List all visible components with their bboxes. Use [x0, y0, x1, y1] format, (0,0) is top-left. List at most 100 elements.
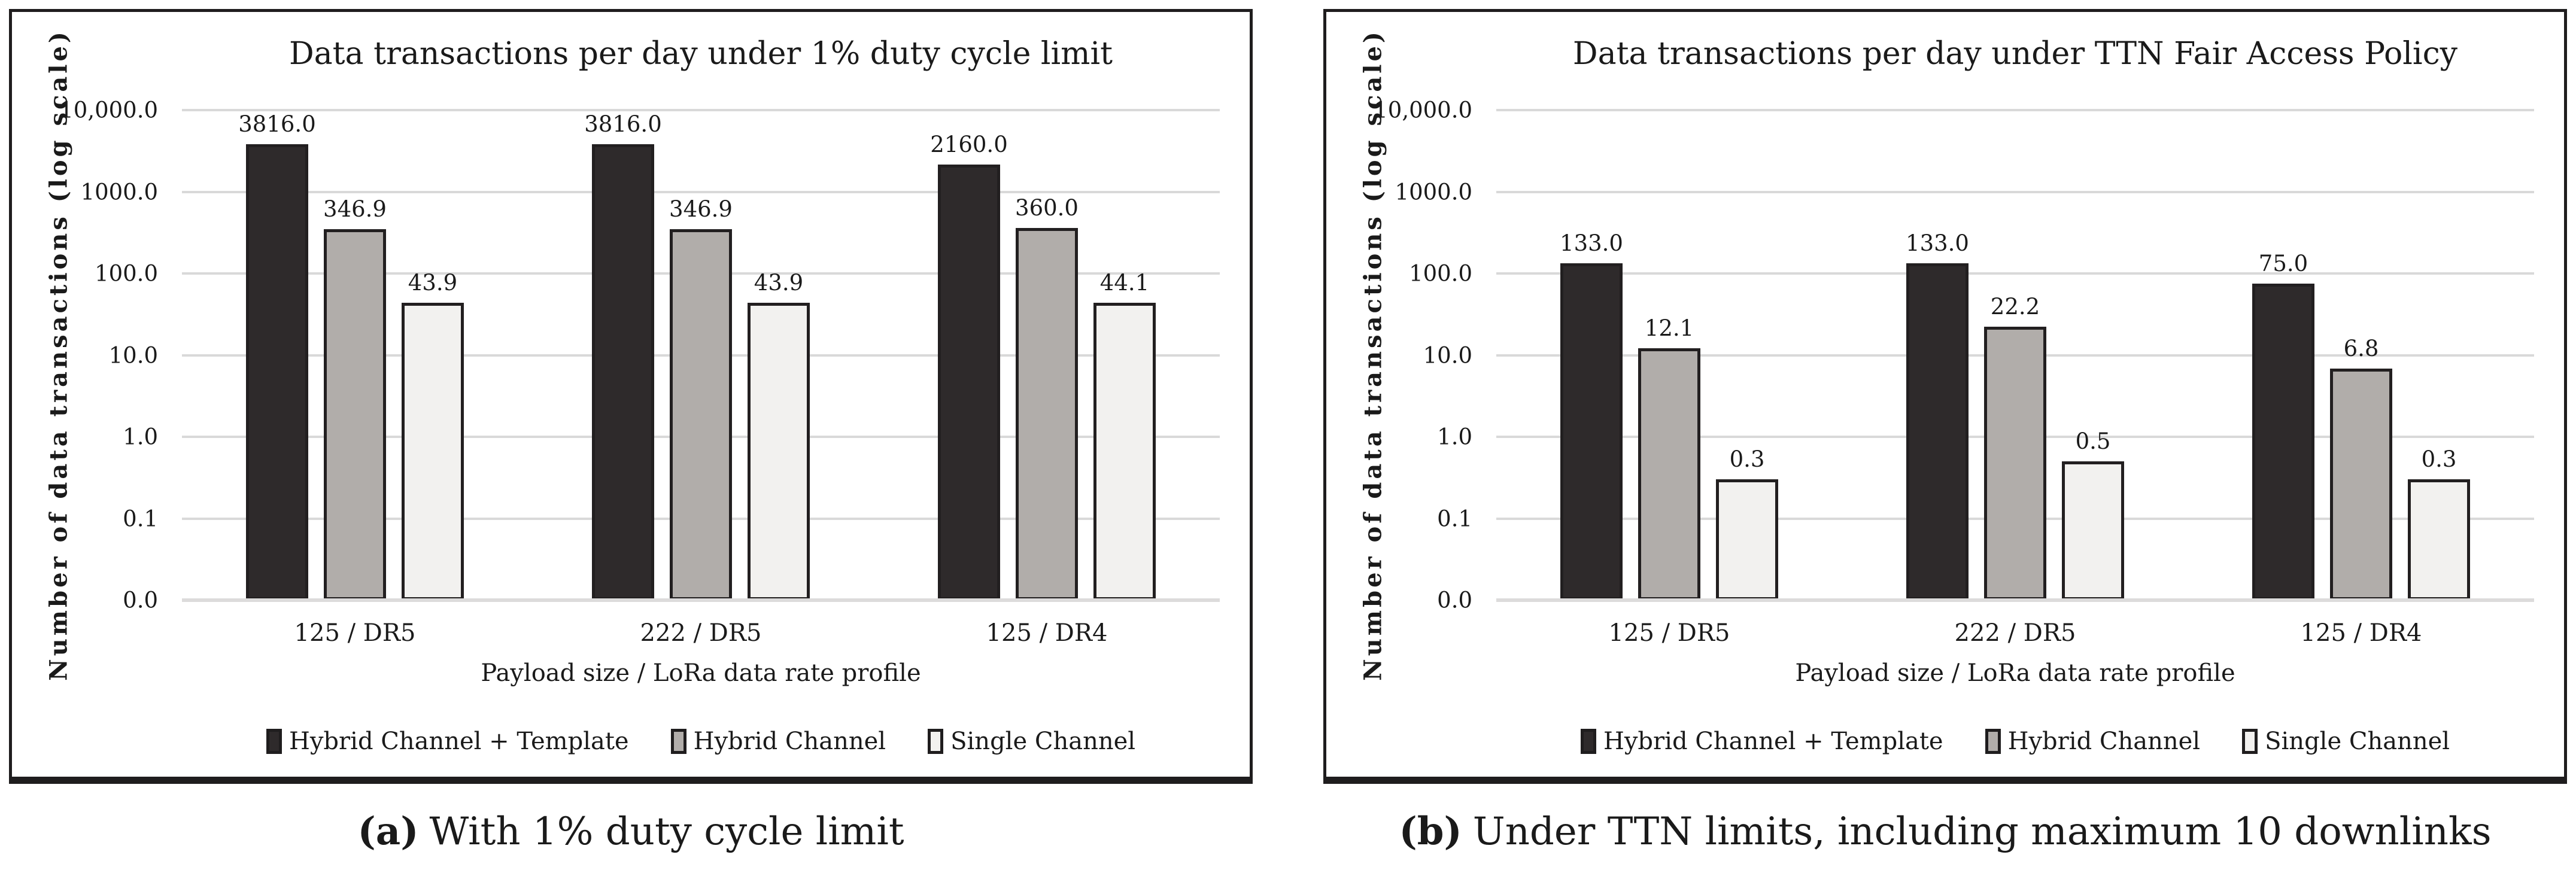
bar	[1984, 327, 2046, 600]
bar	[670, 229, 732, 600]
chart-title: Data transactions per day under 1% duty …	[288, 36, 1113, 72]
x-axis-title: Payload size / LoRa data rate profile	[481, 659, 921, 687]
caption-marker: (a)	[357, 809, 419, 854]
caption-b: (b) Under TTN limits, including maximum 1…	[1323, 809, 2567, 854]
y-tick-label: 100.0	[1409, 260, 1472, 287]
caption-marker: (b)	[1399, 809, 1462, 854]
gridline	[1496, 598, 2534, 602]
legend-label: Single Channel	[950, 728, 1136, 755]
legend-label: Hybrid Channel + Template	[1603, 728, 1943, 755]
bar-value-label: 43.9	[408, 270, 458, 296]
bar	[324, 229, 386, 600]
legend-item: Single Channel	[928, 728, 1135, 755]
legend-swatch	[266, 729, 282, 754]
legend-swatch	[928, 729, 944, 754]
legend-label: Hybrid Channel	[693, 728, 886, 755]
plot-area: 10,000.0 1000.0 100.0 10.0 1.0 0.1 0.0 133.0 12.…	[1374, 98, 2534, 647]
y-tick-label: 10.0	[108, 342, 158, 368]
y-tick-label: 10,000.0	[59, 97, 158, 123]
bar	[1093, 303, 1156, 600]
legend-swatch	[1580, 729, 1596, 754]
y-axis-title: Number of data transactions (log scale)	[1359, 29, 1387, 681]
legend-swatch	[2242, 729, 2258, 754]
bar-value-label: 12.1	[1644, 315, 1694, 341]
bar-value-label: 3816.0	[238, 111, 316, 137]
bar	[402, 303, 464, 600]
y-tick-label: 0.1	[123, 506, 158, 531]
bar	[1560, 263, 1623, 600]
bar	[1016, 228, 1078, 600]
bar-value-label: 0.3	[1729, 446, 1765, 472]
bar	[592, 144, 654, 600]
gridline	[182, 109, 1220, 111]
bar	[2252, 284, 2314, 600]
bar	[938, 165, 1000, 600]
caption-a: (a) With 1% duty cycle limit	[9, 809, 1253, 854]
bar-value-label: 3816.0	[584, 111, 662, 137]
gridline	[1496, 109, 2534, 111]
caption-text: Under TTN limits, including maximum 10 d…	[1472, 810, 2492, 854]
legend-label: Hybrid Channel + Template	[288, 728, 629, 755]
x-tick-label: 125 / DR4	[2300, 619, 2422, 647]
y-tick-label: 10,000.0	[1374, 97, 1472, 123]
bar	[748, 303, 810, 600]
bar	[246, 144, 308, 600]
y-tick-label: 0.1	[1437, 506, 1472, 531]
bar-value-label: 133.0	[1560, 230, 1623, 256]
chart-panel-a: Data transactions per day under 1% duty …	[9, 9, 1253, 784]
bar-value-label: 0.5	[2075, 428, 2111, 454]
legend-label: Hybrid Channel	[2007, 728, 2201, 755]
caption-text: With 1% duty cycle limit	[429, 810, 904, 854]
bar	[2330, 369, 2392, 600]
legend-item: Hybrid Channel	[670, 728, 886, 755]
bar-value-label: 2160.0	[930, 132, 1008, 157]
legend-item: Hybrid Channel + Template	[1580, 728, 1943, 755]
y-tick-label: 1.0	[123, 424, 158, 450]
y-tick-label: 100.0	[95, 260, 158, 287]
gridline	[1496, 272, 2534, 275]
bar-value-label: 6.8	[2343, 336, 2379, 361]
bar-value-label: 360.0	[1015, 195, 1079, 221]
bar	[1638, 348, 1700, 600]
legend-item: Hybrid Channel + Template	[266, 728, 629, 755]
legend-item: Single Channel	[2242, 728, 2450, 755]
chart-panel-b: Data transactions per day under TTN Fair…	[1323, 9, 2567, 784]
x-tick-label: 222 / DR5	[1954, 619, 2076, 647]
legend-swatch	[670, 729, 686, 754]
bar-value-label: 75.0	[2258, 251, 2308, 276]
y-tick-label: 1000.0	[80, 179, 158, 205]
plot-area: 10,000.0 1000.0 100.0 10.0 1.0 0.1 0.0 3816.0 34…	[59, 98, 1220, 647]
legend-label: Single Channel	[2265, 728, 2450, 755]
bar	[1906, 263, 1969, 600]
x-tick-label: 125 / DR5	[1608, 619, 1730, 647]
bar-value-label: 133.0	[1906, 230, 1969, 256]
y-axis-title: Number of data transactions (log scale)	[44, 29, 73, 681]
y-tick-label: 10.0	[1423, 342, 1472, 368]
bar-value-label: 43.9	[754, 270, 804, 296]
legend: Hybrid Channel + Template Hybrid Channel S…	[1496, 728, 2534, 755]
bar-value-label: 346.9	[669, 196, 733, 222]
y-tick-label: 1000.0	[1395, 179, 1472, 205]
bar	[2062, 461, 2124, 600]
gridline	[182, 190, 1220, 193]
legend-item: Hybrid Channel	[1985, 728, 2201, 755]
legend: Hybrid Channel + Template Hybrid Channel S…	[182, 728, 1220, 755]
x-tick-label: 222 / DR5	[640, 619, 762, 647]
bar	[2408, 479, 2470, 600]
y-tick-label: 1.0	[1437, 424, 1472, 450]
gridline	[1496, 190, 2534, 193]
bar-value-label: 0.3	[2421, 446, 2457, 472]
legend-swatch	[1985, 729, 2001, 754]
bar-value-label: 346.9	[323, 196, 387, 222]
y-tick-label: 0.0	[1437, 587, 1472, 613]
x-tick-label: 125 / DR5	[294, 619, 416, 647]
bar-value-label: 44.1	[1099, 270, 1150, 296]
bar-value-label: 22.2	[1990, 294, 2040, 320]
x-tick-label: 125 / DR4	[986, 619, 1108, 647]
gridline	[182, 598, 1220, 602]
chart-title: Data transactions per day under TTN Fair…	[1572, 36, 2458, 72]
x-axis-title: Payload size / LoRa data rate profile	[1795, 659, 2235, 687]
bar	[1716, 479, 1778, 600]
y-tick-label: 0.0	[123, 587, 158, 613]
